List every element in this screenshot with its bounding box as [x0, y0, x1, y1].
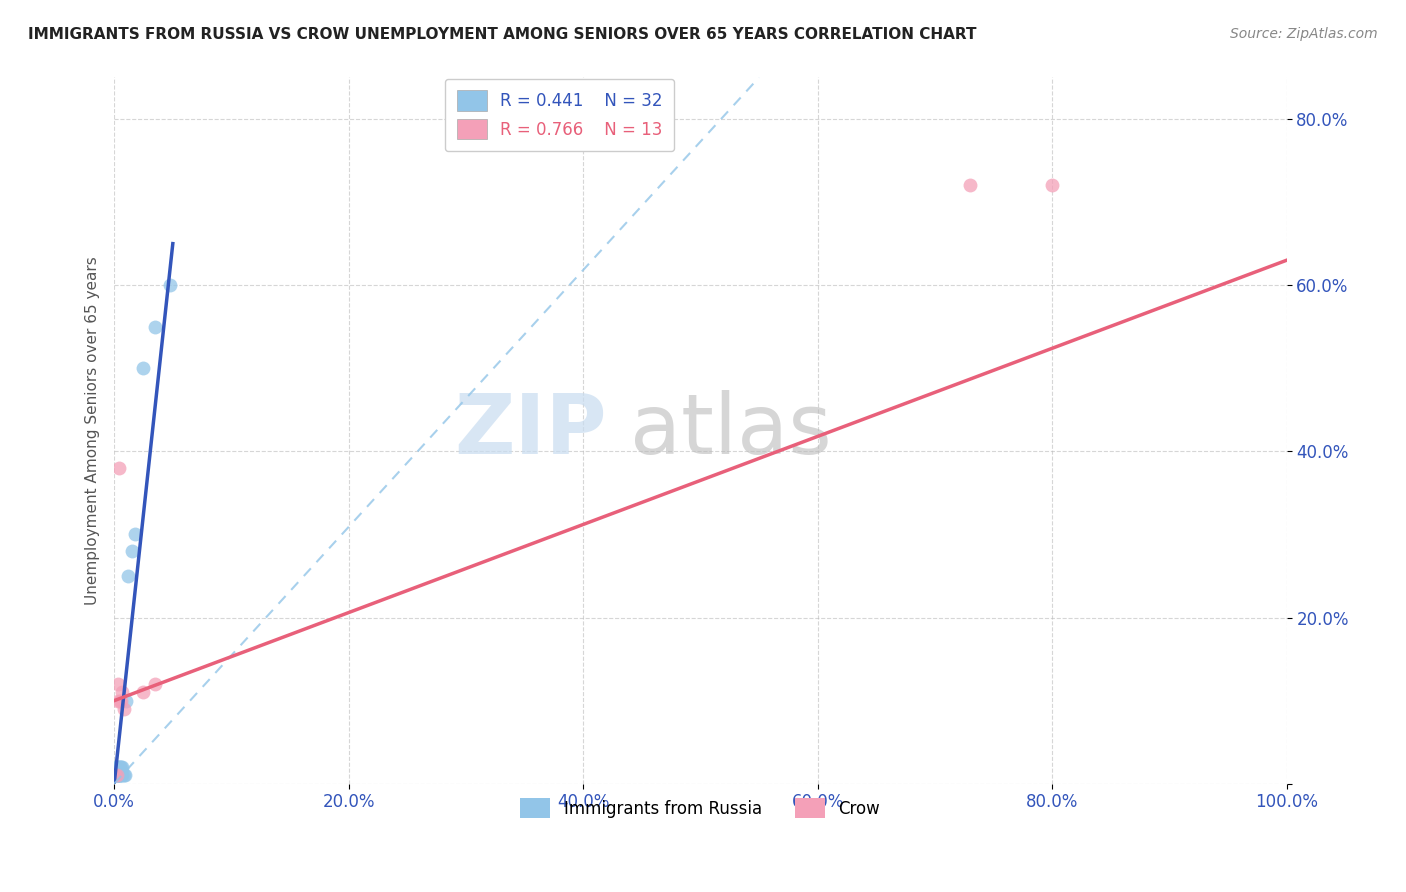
Point — [108, 768, 131, 782]
Point — [108, 693, 131, 707]
Point — [105, 768, 128, 782]
Point — [143, 319, 166, 334]
Point — [104, 764, 127, 779]
Point — [108, 764, 131, 779]
Point — [112, 702, 135, 716]
Point — [959, 178, 981, 193]
Point — [104, 768, 127, 782]
Point — [111, 768, 134, 782]
Point — [104, 768, 127, 782]
Point — [132, 361, 155, 376]
Text: ZIP: ZIP — [454, 390, 606, 471]
Point — [105, 768, 128, 782]
Point — [108, 768, 131, 782]
Point — [105, 768, 128, 782]
Point — [107, 677, 129, 691]
Point — [110, 764, 132, 779]
Point — [107, 693, 129, 707]
Point — [108, 461, 131, 475]
Point — [117, 569, 139, 583]
Point — [107, 764, 129, 779]
Point — [111, 760, 134, 774]
Text: Source: ZipAtlas.com: Source: ZipAtlas.com — [1230, 27, 1378, 41]
Point — [115, 693, 138, 707]
Y-axis label: Unemployment Among Seniors over 65 years: Unemployment Among Seniors over 65 years — [86, 256, 100, 605]
Point — [105, 760, 128, 774]
Point — [159, 278, 181, 293]
Point — [107, 768, 129, 782]
Point — [1040, 178, 1063, 193]
Point — [110, 760, 132, 774]
Point — [124, 527, 146, 541]
Point — [143, 677, 166, 691]
Point — [132, 685, 155, 699]
Point — [108, 768, 131, 782]
Point — [108, 760, 131, 774]
Point — [114, 768, 136, 782]
Legend: Immigrants from Russia, Crow: Immigrants from Russia, Crow — [513, 791, 887, 825]
Point — [110, 768, 132, 782]
Point — [110, 693, 132, 707]
Point — [112, 768, 135, 782]
Point — [107, 760, 129, 774]
Point — [107, 768, 129, 782]
Point — [108, 760, 131, 774]
Text: IMMIGRANTS FROM RUSSIA VS CROW UNEMPLOYMENT AMONG SENIORS OVER 65 YEARS CORRELAT: IMMIGRANTS FROM RUSSIA VS CROW UNEMPLOYM… — [28, 27, 977, 42]
Point — [108, 764, 131, 779]
Point — [111, 685, 134, 699]
Point — [121, 544, 143, 558]
Text: atlas: atlas — [630, 390, 832, 471]
Point — [105, 764, 128, 779]
Point — [104, 760, 127, 774]
